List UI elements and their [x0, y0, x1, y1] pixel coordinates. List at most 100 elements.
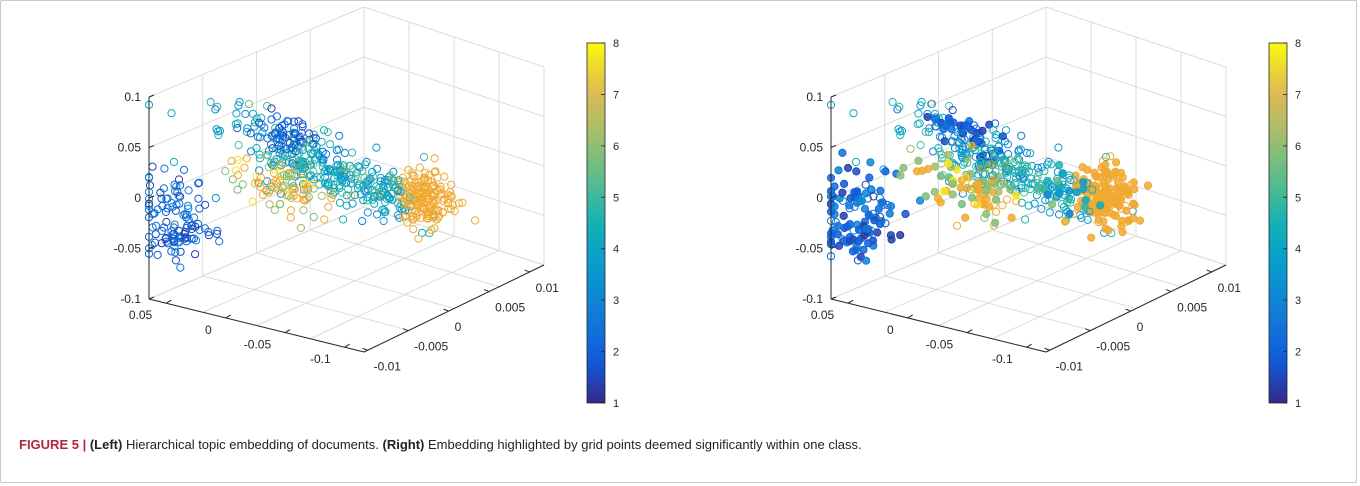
colorbar: 8 7 6 5 4 3 2 1	[586, 38, 619, 410]
scatter-point	[985, 120, 994, 129]
scatter-point	[1143, 181, 1153, 190]
x-tick-label: 0.01	[536, 281, 560, 295]
scatter-point	[267, 104, 276, 113]
y-tick-label: 0.05	[129, 308, 153, 322]
grid-line	[363, 156, 545, 216]
scatter-point	[1054, 143, 1063, 152]
scatter-point	[1026, 149, 1035, 158]
scatter-point	[309, 167, 318, 176]
scatter-point	[412, 212, 421, 222]
scatter-point	[409, 225, 418, 234]
scatter-point	[1048, 200, 1057, 209]
scatter-point	[970, 199, 979, 208]
scatter-point	[404, 196, 413, 206]
scatter-point	[384, 173, 393, 182]
scatter-point	[940, 137, 949, 146]
scatter-point	[407, 181, 417, 190]
scatter-point	[299, 145, 308, 154]
scatter-point	[1100, 172, 1109, 181]
scatter-point	[1005, 155, 1014, 164]
scatter-point	[213, 226, 222, 235]
scatter-point	[342, 201, 351, 210]
scatter-point	[975, 163, 984, 172]
scatter-point	[423, 214, 432, 223]
scatter-point	[240, 163, 249, 172]
scatter-point	[176, 263, 185, 272]
scatter-point	[231, 166, 240, 175]
colorbar-gradient	[586, 42, 606, 404]
colorbar-gradient	[1268, 42, 1288, 404]
scatter-point	[157, 239, 166, 248]
scatter-point	[862, 256, 871, 265]
scatter-point	[966, 169, 975, 178]
scatter-point	[850, 202, 859, 211]
scatter-point	[408, 211, 417, 220]
y-tick-label: 0	[887, 323, 894, 337]
scatter-point	[1059, 202, 1068, 212]
scatter-point	[877, 198, 886, 207]
scatter-point	[953, 221, 962, 230]
scatter-point	[851, 157, 861, 167]
scatter-point	[859, 245, 868, 254]
scatter-point	[244, 99, 254, 109]
scatter-point	[1001, 168, 1010, 177]
scatter-point	[320, 215, 329, 224]
scatter-point	[450, 207, 459, 216]
scatter-point	[843, 163, 853, 173]
scatter-point	[176, 247, 185, 256]
scatter-point	[896, 131, 905, 140]
x-tick-label: 0	[1137, 320, 1144, 334]
scatter-point	[948, 190, 957, 199]
scatter-point	[228, 175, 237, 184]
scatter-point	[1022, 148, 1031, 158]
scatter-point	[360, 186, 369, 195]
scatter-point	[973, 180, 982, 189]
y-tick-mark	[907, 314, 913, 319]
scatter-point	[992, 195, 1001, 204]
scatter-point	[379, 216, 388, 226]
scatter-point	[256, 182, 265, 191]
scatter-point	[414, 234, 423, 243]
scatter-point	[334, 145, 343, 154]
x-tick-label: -0.01	[1056, 359, 1084, 373]
scatter-point	[982, 186, 991, 195]
scatter-point	[954, 139, 963, 148]
z-tick-mark	[830, 195, 837, 199]
scatter-point	[263, 177, 272, 186]
z-tick-label: 0.1	[806, 90, 823, 104]
scatter-point	[1043, 176, 1052, 185]
scatter-point	[160, 164, 169, 173]
scatter-point	[169, 232, 179, 241]
z-tick-mark	[148, 94, 155, 98]
scatter-point	[939, 187, 949, 196]
z-tick-mark	[830, 94, 837, 98]
scatter-point	[1053, 167, 1062, 176]
scatter-point	[1020, 188, 1029, 197]
y-tick-mark	[225, 314, 231, 319]
scatter-point	[256, 173, 266, 182]
scatter-point	[414, 208, 423, 217]
z-tick-label: 0.1	[124, 90, 141, 104]
scatter-point	[252, 144, 261, 153]
scatter-point	[1047, 160, 1056, 169]
scatter-point	[994, 187, 1003, 196]
scatter-point	[998, 201, 1007, 210]
scatter-point	[1043, 190, 1052, 199]
scatter-point	[978, 154, 987, 163]
scatter-point	[162, 217, 171, 227]
y-axis-line	[148, 298, 365, 353]
scatter-point	[265, 200, 274, 209]
scatter-point	[260, 123, 269, 132]
scatter-point	[153, 250, 162, 259]
scatter-point	[299, 206, 308, 215]
scatter-point	[233, 185, 242, 194]
scatter-point	[430, 154, 439, 163]
scatter-point	[962, 120, 971, 130]
scatter-point	[233, 155, 242, 164]
scatter-point	[447, 192, 456, 201]
scatter-point	[1032, 175, 1041, 184]
scatter-point	[1058, 169, 1067, 178]
scatter-point	[338, 177, 347, 186]
scatter-point	[201, 200, 210, 209]
scatter-point	[1087, 233, 1096, 242]
